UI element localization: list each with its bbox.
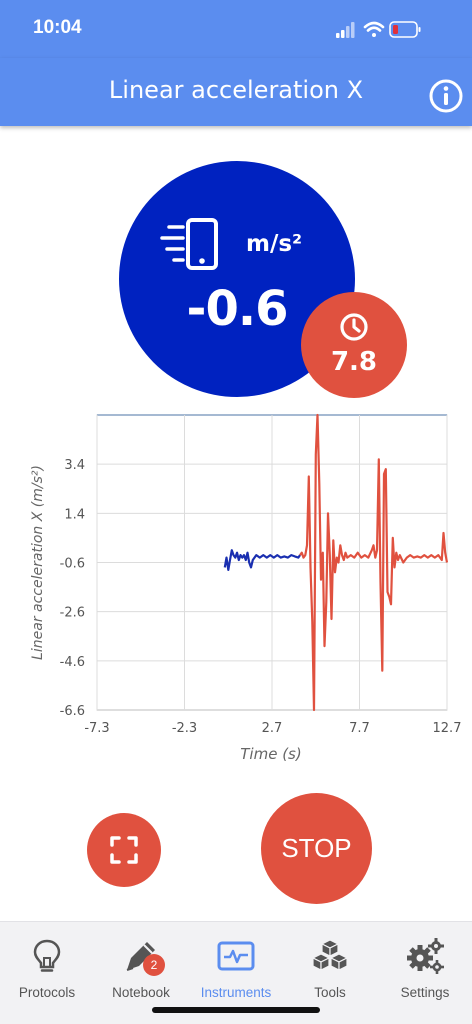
elapsed-timer: 7.8	[301, 292, 407, 398]
cellular-signal-icon	[336, 22, 355, 38]
pen-icon	[126, 942, 155, 971]
current-value: -0.6	[186, 281, 289, 337]
unit-label: m/s²	[246, 231, 303, 257]
home-indicator	[152, 1007, 320, 1013]
cubes-icon	[311, 939, 349, 971]
acceleration-chart[interactable]: -7.3 -2.3 2.7 7.7 12.7 3.4 1.4 -0.6 -2.6 -4.6 -6.6…	[0, 405, 472, 780]
tab-notebook[interactable]: 2 Notebook	[94, 922, 188, 1012]
battery-low-icon	[389, 21, 421, 38]
x-tick-label: 7.7	[349, 721, 370, 736]
fullscreen-button[interactable]	[87, 813, 161, 887]
lightbulb-icon	[33, 939, 61, 972]
status-bar: 10:04	[0, 0, 472, 58]
y-tick-label: 1.4	[64, 507, 85, 522]
series-line-1	[299, 413, 449, 712]
notebook-badge: 2	[143, 954, 165, 976]
status-time: 10:04	[33, 17, 82, 38]
tab-label: Tools	[314, 985, 346, 1000]
y-tick-label: -0.6	[60, 557, 85, 572]
phone-motion-icon	[160, 218, 218, 270]
tab-protocols[interactable]: Protocols	[0, 922, 94, 1012]
tab-bar: Protocols 2 Notebook Instruments Tools	[0, 921, 472, 1024]
tab-label: Instruments	[200, 985, 272, 1000]
page-title: Linear acceleration X	[108, 76, 364, 104]
tab-tools[interactable]: Tools	[283, 922, 377, 1012]
x-tick-label: -7.3	[84, 721, 109, 736]
chart-grid	[96, 414, 448, 711]
stop-button-label: STOP	[281, 833, 352, 863]
x-tick-label: 12.7	[433, 721, 462, 736]
y-axis-label: Linear acceleration X (m/s²)	[30, 465, 46, 660]
series-line-0	[223, 549, 301, 571]
x-axis-label: Time (s)	[240, 745, 301, 763]
y-tick-label: -2.6	[60, 606, 85, 621]
y-tick-label: -4.6	[60, 655, 85, 670]
y-tick-label: -6.6	[60, 704, 85, 719]
y-tick-label: 3.4	[64, 458, 85, 473]
x-tick-label: -2.3	[172, 721, 197, 736]
wifi-icon	[363, 21, 385, 37]
gears-icon	[407, 938, 444, 974]
tab-instruments[interactable]: Instruments	[189, 922, 283, 1012]
fullscreen-icon	[110, 836, 138, 864]
tab-label: Settings	[400, 985, 450, 1000]
chart-series	[223, 413, 449, 712]
status-icons	[336, 21, 421, 38]
tab-label: Notebook	[112, 985, 170, 1000]
info-icon[interactable]	[428, 78, 464, 114]
chart-ticks: -7.3 -2.3 2.7 7.7 12.7 3.4 1.4 -0.6 -2.6 -4.6 -6.6	[60, 458, 462, 736]
stop-button[interactable]: STOP	[261, 793, 372, 904]
clock-icon	[340, 313, 368, 341]
tab-label: Protocols	[18, 985, 76, 1000]
x-tick-label: 2.7	[262, 721, 283, 736]
elapsed-time-value: 7.8	[330, 347, 378, 377]
tab-settings[interactable]: Settings	[378, 922, 472, 1012]
header: Linear acceleration X	[0, 58, 472, 126]
waveform-icon	[217, 941, 255, 971]
